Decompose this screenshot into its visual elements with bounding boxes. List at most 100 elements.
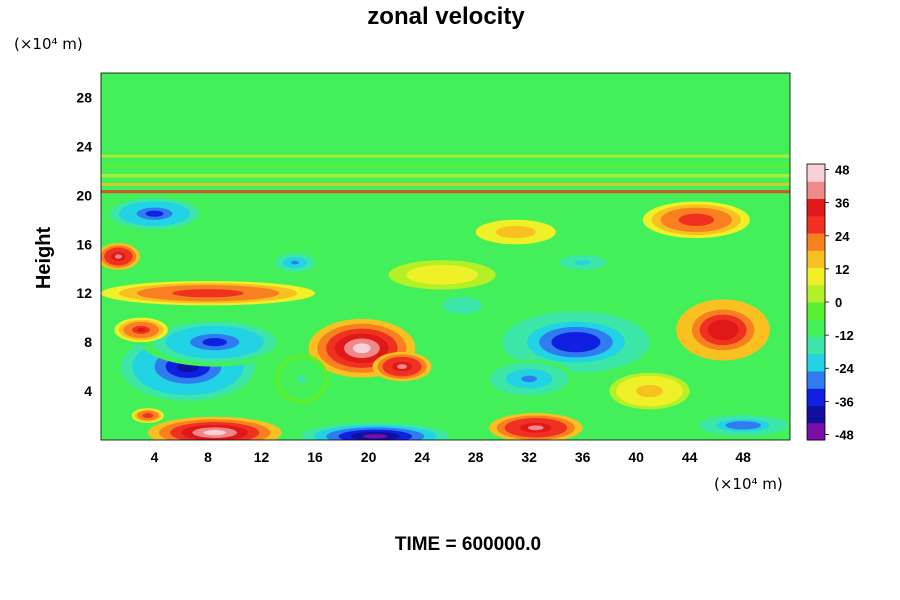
- y-tick-label: 8: [84, 334, 92, 350]
- y-axis-label: Height: [33, 227, 55, 290]
- velocity-feature: [502, 311, 650, 373]
- contour-ring: [509, 229, 523, 235]
- contour-ring: [563, 337, 589, 348]
- velocity-features: [101, 195, 790, 440]
- contour-ring: [734, 423, 753, 428]
- x-tick-label: 24: [414, 449, 430, 465]
- colorbar-swatch: [807, 388, 825, 406]
- colorbar-ticks: 48 36 24 12 0 -12 -24 -36 -48: [825, 163, 855, 442]
- colorbar-swatch: [807, 233, 825, 251]
- contour-ring: [521, 375, 537, 383]
- velocity-feature: [372, 351, 432, 382]
- colorbar-tick-label: 24: [835, 229, 850, 244]
- colorbar-swatch: [807, 284, 825, 303]
- velocity-feature: [101, 243, 140, 270]
- y-tick-label: 28: [76, 89, 92, 105]
- velocity-feature: [422, 288, 503, 323]
- colorbar-swatch: [807, 181, 825, 199]
- y-tick-label: 20: [76, 187, 92, 203]
- contour-ring: [362, 434, 388, 439]
- stratification-band: [101, 164, 790, 168]
- velocity-feature: [689, 413, 790, 438]
- colorbar-swatch: [807, 353, 825, 372]
- colorbar-tick-label: -36: [835, 394, 854, 409]
- velocity-feature: [141, 317, 289, 367]
- x-tick-label: 4: [151, 449, 159, 465]
- colorbar-tick-label: 0: [835, 295, 842, 310]
- contour-ring: [145, 210, 164, 217]
- colorbar-tick-label: 12: [835, 262, 849, 277]
- velocity-feature: [274, 354, 329, 404]
- contour-ring: [290, 260, 300, 265]
- x-tick-label: 36: [575, 449, 591, 465]
- contour-ring: [715, 324, 731, 335]
- y-tick-label: 4: [84, 383, 92, 399]
- y-tick-label: 16: [76, 236, 92, 252]
- colorbar-tick-label: -24: [835, 361, 855, 376]
- colorbar-swatch: [807, 267, 825, 286]
- colorbar-swatch: [807, 215, 825, 234]
- contour-ring: [574, 260, 591, 266]
- velocity-feature: [270, 251, 320, 274]
- colorbar-tick-label: -48: [835, 427, 854, 442]
- stratification-band: [101, 190, 790, 194]
- colorbar-swatch: [807, 371, 825, 389]
- velocity-feature: [482, 359, 576, 399]
- contour-ring: [145, 414, 151, 417]
- velocity-feature: [101, 280, 316, 306]
- time-annotation: TIME = 600000.0: [395, 534, 541, 555]
- x-tick-label: 48: [735, 449, 751, 465]
- velocity-feature: [676, 299, 770, 361]
- y-axis-ticks: 4 8 12 16 20 24 28: [76, 89, 92, 399]
- colorbar-swatch: [807, 319, 825, 337]
- heatmap-plot-area: [101, 73, 790, 440]
- contour-ring: [433, 272, 452, 278]
- x-tick-label: 44: [682, 449, 698, 465]
- x-tick-label: 12: [254, 449, 270, 465]
- plot-frame: [100, 72, 791, 441]
- colorbar-swatch: [807, 164, 825, 182]
- x-axis-unit: (×10⁴ m): [714, 475, 783, 493]
- colorbar-swatch: [807, 336, 825, 355]
- colorbar-tick-label: -12: [835, 328, 854, 343]
- x-tick-label: 20: [361, 449, 377, 465]
- velocity-feature: [475, 219, 556, 245]
- contour-ring: [297, 374, 307, 383]
- contour-ring: [455, 302, 469, 309]
- contour-ring: [528, 425, 544, 431]
- contour-ring: [202, 338, 227, 347]
- x-tick-label: 8: [204, 449, 212, 465]
- contour-ring: [687, 216, 706, 223]
- colorbar: [806, 163, 826, 441]
- colorbar-tick-label: 36: [835, 196, 849, 211]
- velocity-feature: [147, 416, 282, 440]
- contour-ring: [203, 430, 226, 436]
- velocity-feature: [488, 413, 583, 440]
- x-tick-label: 28: [468, 449, 484, 465]
- stratification-band: [101, 154, 790, 158]
- velocity-feature: [535, 247, 630, 278]
- contour-ring: [397, 364, 407, 370]
- velocity-feature: [131, 408, 164, 423]
- x-tick-label: 32: [521, 449, 537, 465]
- chart-title: zonal velocity: [367, 3, 525, 30]
- velocity-feature: [101, 195, 209, 233]
- velocity-feature: [301, 422, 449, 440]
- velocity-feature: [114, 317, 168, 343]
- contour-ring: [136, 327, 146, 332]
- contour-ring: [352, 343, 371, 354]
- x-tick-label: 40: [628, 449, 644, 465]
- contour-ring: [114, 254, 122, 259]
- colorbar-swatch: [807, 198, 825, 217]
- y-axis-unit: (×10⁴ m): [14, 35, 83, 53]
- stratification-band: [101, 182, 790, 186]
- velocity-feature: [642, 201, 750, 239]
- colorbar-swatch: [807, 405, 825, 424]
- y-tick-label: 24: [76, 138, 92, 154]
- velocity-feature: [609, 372, 690, 410]
- y-tick-label: 12: [76, 285, 92, 301]
- colorbar-swatch: [807, 250, 825, 268]
- contour-ring: [190, 291, 226, 296]
- contour-ring: [642, 388, 657, 395]
